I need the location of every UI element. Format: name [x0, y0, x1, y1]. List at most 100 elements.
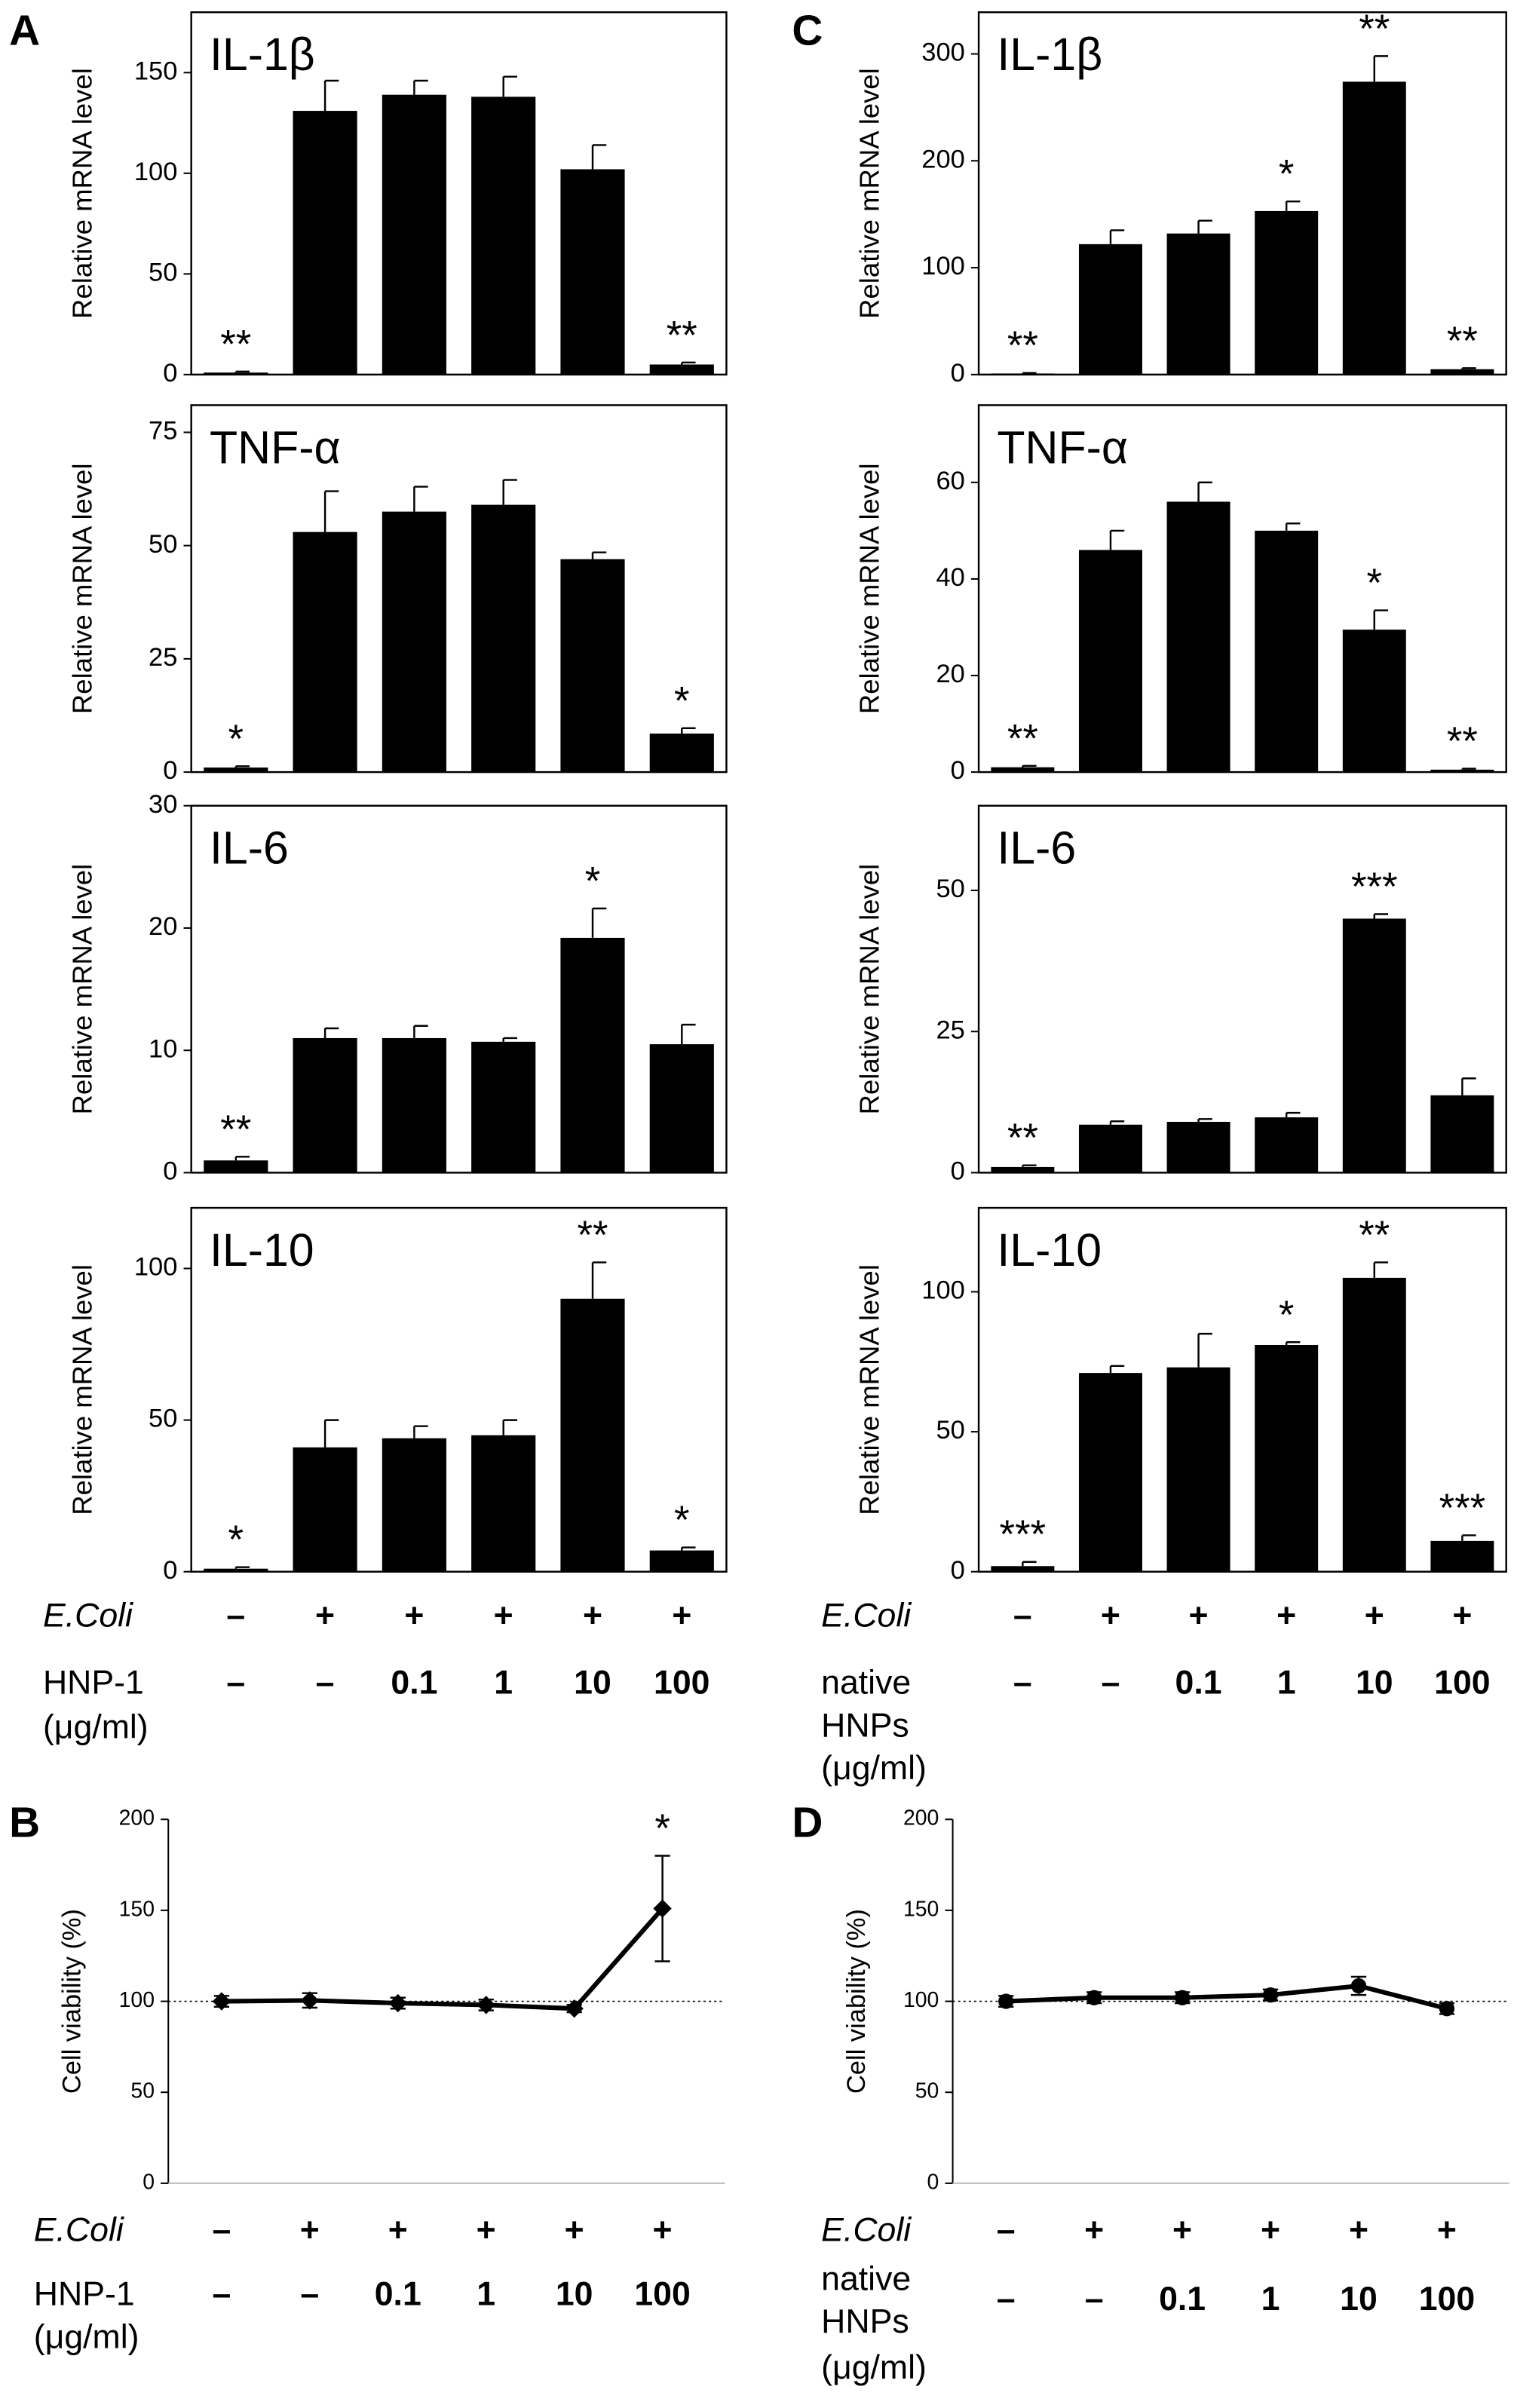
- bar: [471, 1041, 536, 1173]
- bar: [382, 511, 446, 773]
- bar: [1255, 210, 1319, 375]
- significance-label: **: [1447, 319, 1478, 363]
- significance-label: **: [1007, 716, 1038, 761]
- bar: [1430, 369, 1494, 375]
- error-bar: [413, 486, 428, 512]
- condition-label: E.Coli: [821, 2212, 912, 2249]
- condition-value: +: [583, 1597, 602, 1634]
- condition-value: 100: [1434, 1665, 1490, 1702]
- condition-value: +: [315, 1597, 335, 1634]
- condition-value: –: [316, 1665, 335, 1702]
- error-bar: [1373, 1261, 1389, 1278]
- condition-value: 1: [477, 2276, 495, 2313]
- bar: [991, 1566, 1055, 1572]
- significance-label: **: [1447, 719, 1478, 764]
- y-axis-label: Relative mRNA level: [66, 864, 97, 1115]
- error-bar: [323, 490, 339, 532]
- marker: [1439, 2001, 1455, 2017]
- significance-label: *: [228, 1518, 244, 1562]
- significance-label: *: [228, 717, 244, 761]
- condition-value: +: [1437, 2212, 1457, 2249]
- error-bar: [1197, 219, 1212, 234]
- y-axis-label: Cell viability (%): [842, 1909, 871, 2094]
- significance-label: **: [1359, 1213, 1390, 1258]
- error-bar: [1109, 1365, 1125, 1374]
- condition-value: +: [494, 1597, 513, 1634]
- significance-label: *: [1279, 1293, 1295, 1337]
- bar: [382, 94, 446, 375]
- significance-label: ***: [1000, 1512, 1047, 1557]
- condition-value: –: [300, 2276, 319, 2313]
- bar: [1255, 1344, 1319, 1572]
- marker: [388, 1993, 407, 2013]
- error-bar: [591, 1261, 607, 1299]
- y-tick-label: 50: [149, 530, 177, 559]
- marker: [1262, 1987, 1279, 2003]
- bar: [560, 169, 625, 375]
- y-axis-label: Cell viability (%): [58, 1909, 87, 2094]
- panel-letter: C: [792, 8, 823, 55]
- y-tick-label: 50: [149, 258, 177, 286]
- significance-label: *: [654, 1806, 670, 1851]
- condition-value: +: [1365, 1597, 1384, 1634]
- error-bar: [1285, 1111, 1301, 1118]
- condition-value: –: [226, 1665, 245, 1702]
- bar: [560, 937, 625, 1173]
- condition-label: native: [821, 1665, 911, 1702]
- error-bar: [234, 1156, 250, 1161]
- error-bar: [1461, 1534, 1476, 1541]
- significance-label: *: [674, 679, 690, 723]
- y-axis-label: Relative mRNA level: [854, 864, 885, 1115]
- error-bar: [413, 1025, 428, 1038]
- condition-value: –: [1085, 2281, 1104, 2318]
- bar: [382, 1438, 446, 1572]
- significance-label: **: [577, 1213, 608, 1258]
- significance-label: *: [585, 859, 601, 903]
- condition-value: +: [1084, 2212, 1104, 2249]
- marker: [1086, 1990, 1102, 2005]
- panel-letter: B: [9, 1799, 40, 1846]
- bar: [1342, 81, 1406, 375]
- bar: [649, 1044, 714, 1173]
- bar: [293, 1037, 357, 1173]
- condition-label: (μg/ml): [821, 1750, 927, 1787]
- y-tick-label: 150: [119, 1897, 155, 1921]
- bar: [293, 111, 357, 375]
- bar: [1078, 1373, 1142, 1572]
- plot-frame: [190, 1206, 728, 1573]
- error-bar: [1197, 481, 1212, 502]
- error-bar: [502, 75, 517, 97]
- chart-title: TNF-α: [997, 421, 1128, 473]
- plot-frame: [190, 804, 728, 1174]
- bar: [204, 372, 268, 375]
- error-bar: [1022, 1164, 1037, 1167]
- error-bar: [1022, 1561, 1037, 1567]
- error-bar: [1373, 609, 1389, 630]
- condition-value: +: [477, 2212, 496, 2249]
- error-bar: [1461, 1077, 1476, 1095]
- significance-label: **: [1359, 7, 1390, 51]
- significance-label: **: [667, 313, 697, 357]
- significance-label: **: [220, 322, 251, 366]
- condition-value: 10: [1356, 1665, 1393, 1702]
- marker: [1350, 1978, 1367, 1994]
- marker: [998, 1993, 1014, 2009]
- marker: [653, 1899, 672, 1918]
- bar: [560, 1298, 625, 1572]
- bar: [1430, 769, 1494, 773]
- y-axis-label: Relative mRNA level: [66, 1264, 97, 1515]
- error-bar: [1022, 372, 1037, 374]
- y-tick-label: 200: [903, 1806, 939, 1831]
- error-bar: [1109, 229, 1125, 244]
- y-tick-label: 150: [903, 1897, 939, 1921]
- condition-value: –: [212, 2276, 231, 2313]
- chart-title: IL-6: [997, 823, 1076, 874]
- bar: [1078, 244, 1142, 375]
- condition-value: +: [565, 2212, 584, 2249]
- significance-label: **: [1007, 323, 1038, 368]
- bar: [649, 364, 714, 375]
- error-bar: [1373, 55, 1389, 82]
- condition-value: 10: [556, 2276, 593, 2313]
- bar: [1255, 530, 1319, 773]
